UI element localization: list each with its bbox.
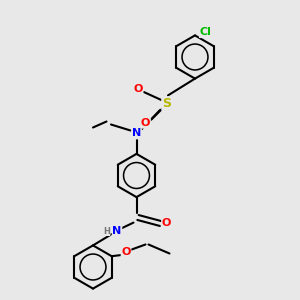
Text: O: O [141,118,150,128]
Text: Cl: Cl [200,27,211,38]
Text: N: N [132,128,141,139]
Text: S: S [162,97,171,110]
Text: O: O [121,247,131,257]
Text: H: H [103,226,110,236]
Text: N: N [112,226,122,236]
Text: O: O [162,218,171,229]
Text: O: O [133,83,143,94]
